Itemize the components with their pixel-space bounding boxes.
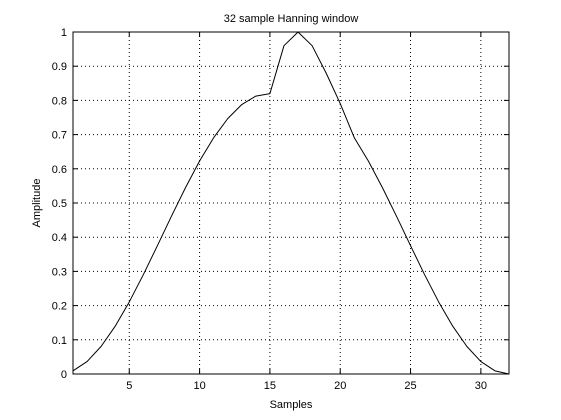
x-tick-label: 30 bbox=[475, 380, 487, 392]
axis-ticks: 5 10 15 20 25 30 0 0.1 0.2 0.3 0.4 0.5 0.6 0.7 0.8 0.9 1 bbox=[52, 27, 509, 392]
y-tick-label: 0 bbox=[61, 369, 67, 381]
y-tick-label: 0.4 bbox=[52, 232, 67, 244]
x-tick-label: 15 bbox=[264, 380, 276, 392]
x-tick-label: 10 bbox=[193, 380, 205, 392]
y-tick-label: 0.6 bbox=[52, 164, 67, 176]
y-tick-label: 0.1 bbox=[52, 335, 67, 347]
y-tick-label: 0.5 bbox=[52, 198, 67, 210]
y-tick-label: 1 bbox=[61, 27, 67, 39]
y-axis-label: Amplitude bbox=[31, 179, 43, 228]
y-tick-label: 0.8 bbox=[52, 95, 67, 107]
series-layer bbox=[72, 31, 510, 375]
x-tick-label: 25 bbox=[404, 380, 416, 392]
y-tick-label: 0.7 bbox=[52, 130, 67, 142]
series-line bbox=[72, 31, 510, 375]
y-tick-label: 0.3 bbox=[52, 266, 67, 278]
grid-lines bbox=[73, 31, 509, 375]
y-tick-label: 0.2 bbox=[52, 301, 67, 313]
x-tick-label: 5 bbox=[126, 380, 132, 392]
x-tick-label: 20 bbox=[334, 380, 346, 392]
y-tick-label: 0.9 bbox=[52, 61, 67, 73]
x-axis-label: Samples bbox=[270, 399, 313, 411]
chart-title: 32 sample Hanning window bbox=[224, 13, 359, 25]
